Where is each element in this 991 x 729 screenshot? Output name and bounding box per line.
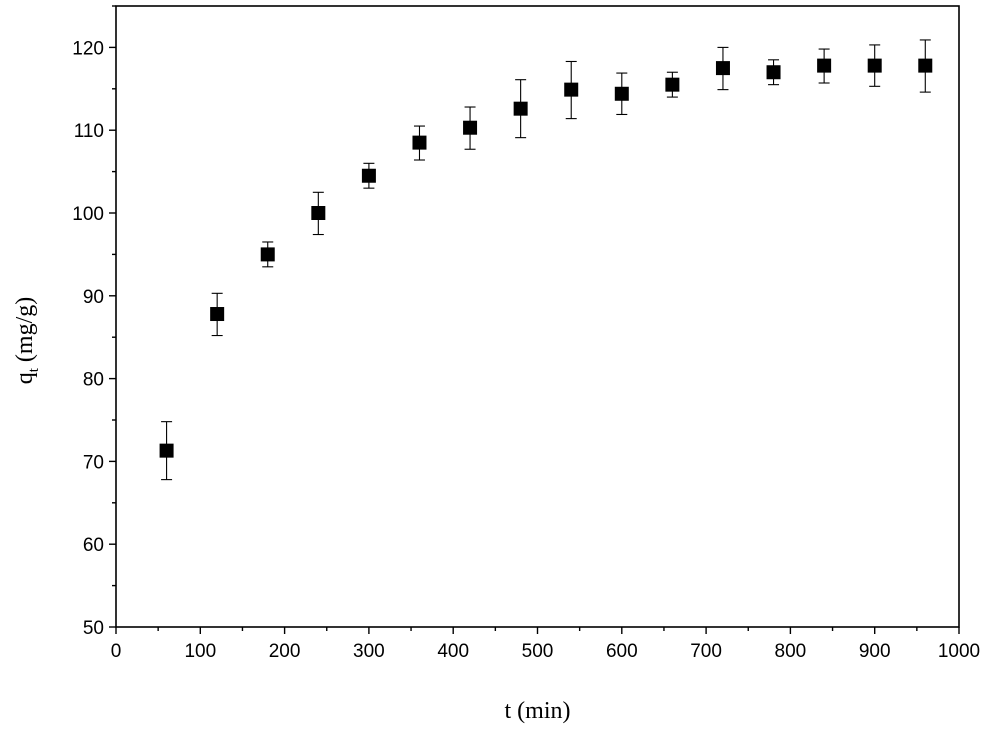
x-tick-label: 1000 — [938, 641, 980, 662]
x-tick-label: 700 — [690, 641, 722, 662]
x-tick-label: 200 — [269, 641, 301, 662]
data-point — [665, 77, 680, 92]
data-points — [159, 58, 933, 458]
y-tick-label: 70 — [83, 452, 104, 473]
x-axis-title: t (min) — [505, 698, 571, 724]
y-tick-label: 110 — [74, 121, 104, 142]
data-point — [918, 58, 933, 73]
x-tick-label: 800 — [775, 641, 807, 662]
error-bars — [161, 39, 931, 481]
data-point — [614, 86, 629, 101]
data-point — [210, 307, 225, 322]
data-point — [159, 443, 174, 458]
data-point — [817, 58, 832, 73]
x-tick-label: 400 — [437, 641, 469, 662]
y-axis-title: qt (mg/g) — [12, 297, 42, 385]
y-tick-label: 90 — [83, 287, 104, 308]
x-tick-label: 300 — [353, 641, 385, 662]
y-tick-label: 120 — [72, 38, 104, 59]
data-point — [766, 65, 781, 80]
x-tick-label: 100 — [184, 641, 216, 662]
data-point — [260, 247, 275, 262]
x-axis-ticks: 0 100 200 300 400 500 600 700 800 900 1000 — [111, 627, 980, 662]
y-axis-title-main: q — [12, 372, 38, 384]
data-point — [412, 135, 427, 150]
x-tick-label: 0 — [111, 641, 122, 662]
y-axis-ticks: 50 60 70 80 90 100 110 120 — [72, 5, 116, 639]
y-axis-title-subscript: t — [26, 367, 42, 372]
axes — [115, 5, 960, 628]
data-point — [311, 206, 326, 220]
data-point — [867, 58, 882, 73]
x-tick-label: 900 — [859, 641, 891, 662]
plot-frame — [115, 5, 960, 628]
data-point — [715, 61, 730, 76]
x-tick-label: 600 — [606, 641, 638, 662]
y-tick-label: 100 — [72, 204, 104, 225]
y-tick-label: 80 — [83, 370, 104, 391]
y-tick-label: 50 — [83, 618, 104, 639]
y-axis-title-unit: (mg/g) — [12, 297, 38, 368]
x-tick-label: 500 — [522, 641, 554, 662]
data-point — [564, 82, 579, 97]
y-tick-label: 60 — [83, 535, 104, 556]
data-point — [513, 101, 528, 116]
data-point — [361, 168, 376, 183]
data-point — [463, 120, 478, 135]
